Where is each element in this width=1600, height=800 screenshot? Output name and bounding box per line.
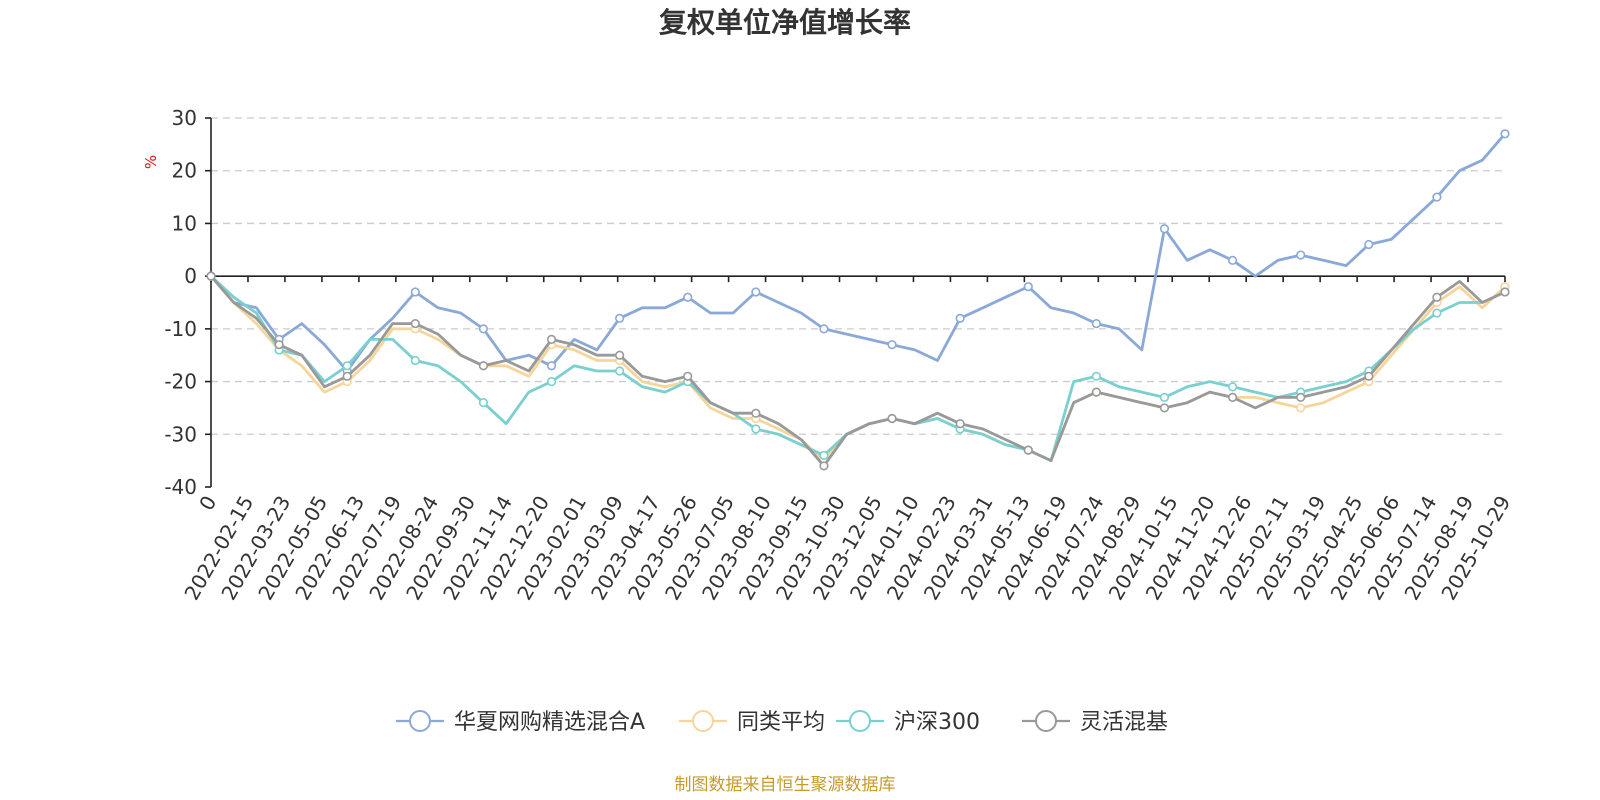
data-point — [1159, 403, 1170, 413]
y-tick-label: -30 — [164, 422, 197, 446]
y-tick-label: 10 — [172, 211, 197, 235]
data-point — [1227, 255, 1238, 265]
legend-circle-icon — [409, 710, 431, 732]
data-point — [206, 271, 216, 281]
legend-circle-icon — [692, 710, 714, 732]
data-point — [955, 313, 965, 323]
legend-label: 沪深300 — [894, 710, 980, 735]
data-point — [1159, 224, 1170, 234]
y-tick-label: 30 — [172, 106, 197, 130]
data-point — [1296, 392, 1306, 402]
data-point — [1227, 392, 1238, 402]
data-point — [1432, 192, 1442, 202]
data-point — [1091, 318, 1101, 329]
data-point — [546, 361, 557, 371]
y-axis: 30 20 10 0 -10 -20 -30 -40 — [164, 106, 212, 499]
data-point — [819, 450, 829, 460]
data-point — [1296, 403, 1306, 413]
data-point — [955, 419, 965, 429]
data-point — [342, 371, 352, 381]
data-point — [751, 408, 761, 418]
data-point — [615, 313, 625, 323]
data-point — [683, 371, 693, 381]
series-line — [209, 275, 1506, 468]
data-point — [1296, 250, 1306, 260]
data-point — [478, 361, 489, 371]
data-point — [342, 361, 352, 371]
data-point — [410, 355, 420, 366]
data-point — [546, 376, 557, 387]
y-tick-label: -10 — [164, 317, 197, 341]
data-point — [1091, 387, 1101, 397]
legend-item[interactable]: 同类平均 — [679, 710, 825, 735]
data-point — [887, 413, 897, 424]
data-point — [1500, 129, 1510, 139]
data-source-footer: 制图数据来自恒生聚源数据库 — [675, 775, 896, 795]
data-point — [751, 424, 761, 434]
legend-item[interactable]: 华夏网购精选混合A — [396, 710, 645, 735]
y-tick-label: -40 — [164, 475, 197, 499]
data-point — [615, 366, 625, 376]
legend-label: 同类平均 — [737, 710, 825, 735]
data-point — [615, 350, 625, 360]
data-point — [887, 340, 897, 350]
data-point — [1432, 292, 1442, 302]
legend-item[interactable]: 沪深300 — [836, 710, 980, 735]
data-point — [1227, 382, 1238, 392]
data-point — [274, 340, 284, 350]
y-tick-label: -20 — [164, 370, 197, 394]
y-tick-label: 0 — [184, 264, 197, 288]
chart-title: 复权单位净值增长率 — [659, 6, 911, 39]
legend: 华夏网购精选混合A 同类平均 沪深300 灵活混基 — [396, 710, 1168, 735]
x-axis: 02022-02-152022-03-232022-05-052022-06-1… — [179, 275, 1515, 604]
data-point — [410, 287, 420, 297]
y-axis-unit-label: % — [142, 155, 160, 169]
data-point — [751, 287, 761, 297]
legend-circle-icon — [1035, 710, 1057, 732]
series-line — [209, 132, 1507, 373]
data-point — [478, 398, 489, 408]
data-point — [1500, 287, 1510, 297]
data-point — [819, 324, 829, 334]
legend-item[interactable]: 灵活混基 — [1022, 710, 1168, 735]
series-0 — [206, 129, 1510, 376]
y-tick-label: 20 — [172, 159, 197, 183]
data-point — [1364, 239, 1374, 250]
data-point — [819, 461, 829, 471]
legend-circle-icon — [849, 710, 871, 732]
data-point — [1023, 445, 1033, 455]
data-point — [1023, 282, 1033, 292]
data-point — [1432, 308, 1442, 318]
series-3 — [206, 271, 1510, 471]
series-2 — [206, 271, 1510, 463]
series-lines — [206, 129, 1510, 471]
data-point — [1091, 371, 1101, 381]
series-1 — [206, 271, 1510, 466]
legend-label: 华夏网购精选混合A — [454, 710, 645, 735]
legend-label: 灵活混基 — [1080, 710, 1168, 735]
data-point — [478, 324, 489, 334]
data-point — [546, 334, 557, 345]
data-point — [683, 292, 693, 302]
data-point — [410, 318, 420, 329]
data-point — [1364, 371, 1374, 381]
x-tick-label: 0 — [194, 492, 221, 515]
data-point — [1159, 392, 1170, 402]
